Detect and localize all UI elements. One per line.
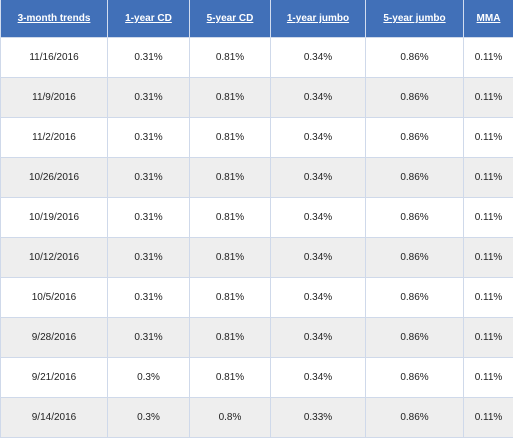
5-year-jumbo-cell: 0.86% bbox=[365, 77, 464, 118]
1-year-cd-cell: 0.31% bbox=[107, 117, 190, 158]
1-year-jumbo-cell: 0.34% bbox=[270, 157, 366, 198]
1-year-jumbo-cell: 0.34% bbox=[270, 37, 366, 78]
5-year-jumbo-cell: 0.86% bbox=[365, 317, 464, 358]
5-year-cd-cell: 0.81% bbox=[189, 77, 271, 118]
mma-cell: 0.11% bbox=[463, 357, 513, 398]
1-year-cd-cell: 0.3% bbox=[107, 397, 190, 438]
date-cell: 9/21/2016 bbox=[0, 357, 108, 398]
mma-cell: 0.11% bbox=[463, 157, 513, 198]
1-year-cd-cell: 0.31% bbox=[107, 157, 190, 198]
1-year-jumbo-cell: 0.34% bbox=[270, 77, 366, 118]
date-cell: 11/9/2016 bbox=[0, 77, 108, 118]
table-body: 11/16/2016 0.31% 0.81% 0.34% 0.86% 0.11% 11/9/… bbox=[0, 37, 513, 438]
1-year-cd-cell: 0.3% bbox=[107, 357, 190, 398]
1-year-jumbo-cell: 0.34% bbox=[270, 317, 366, 358]
1-year-cd-cell: 0.31% bbox=[107, 317, 190, 358]
5-year-cd-cell: 0.81% bbox=[189, 277, 271, 318]
mma-cell: 0.11% bbox=[463, 277, 513, 318]
date-cell: 10/12/2016 bbox=[0, 237, 108, 278]
5-year-jumbo-cell: 0.86% bbox=[365, 237, 464, 278]
5-year-jumbo-cell: 0.86% bbox=[365, 357, 464, 398]
5-year-jumbo-cell: 0.86% bbox=[365, 277, 464, 318]
1-year-jumbo-cell: 0.34% bbox=[270, 117, 366, 158]
mma-cell: 0.11% bbox=[463, 77, 513, 118]
table-row: 9/28/2016 0.31% 0.81% 0.34% 0.86% 0.11% bbox=[0, 317, 513, 358]
column-header-5-year-jumbo[interactable]: 5-year jumbo bbox=[365, 0, 464, 38]
1-year-jumbo-cell: 0.34% bbox=[270, 357, 366, 398]
5-year-cd-cell: 0.81% bbox=[189, 117, 271, 158]
mma-cell: 0.11% bbox=[463, 397, 513, 438]
date-cell: 9/14/2016 bbox=[0, 397, 108, 438]
table-row: 10/19/2016 0.31% 0.81% 0.34% 0.86% 0.11% bbox=[0, 197, 513, 238]
column-header-5-year-cd[interactable]: 5-year CD bbox=[189, 0, 271, 38]
1-year-cd-cell: 0.31% bbox=[107, 197, 190, 238]
mma-cell: 0.11% bbox=[463, 37, 513, 78]
date-cell: 11/2/2016 bbox=[0, 117, 108, 158]
1-year-cd-cell: 0.31% bbox=[107, 37, 190, 78]
5-year-cd-cell: 0.81% bbox=[189, 37, 271, 78]
date-cell: 10/5/2016 bbox=[0, 277, 108, 318]
table-row: 10/5/2016 0.31% 0.81% 0.34% 0.86% 0.11% bbox=[0, 277, 513, 318]
column-header-1-year-cd[interactable]: 1-year CD bbox=[107, 0, 190, 38]
table-row: 11/2/2016 0.31% 0.81% 0.34% 0.86% 0.11% bbox=[0, 117, 513, 158]
date-cell: 10/26/2016 bbox=[0, 157, 108, 198]
1-year-cd-cell: 0.31% bbox=[107, 237, 190, 278]
5-year-jumbo-cell: 0.86% bbox=[365, 397, 464, 438]
date-cell: 11/16/2016 bbox=[0, 37, 108, 78]
table-row: 11/16/2016 0.31% 0.81% 0.34% 0.86% 0.11% bbox=[0, 37, 513, 78]
5-year-cd-cell: 0.8% bbox=[189, 397, 271, 438]
table-row: 11/9/2016 0.31% 0.81% 0.34% 0.86% 0.11% bbox=[0, 77, 513, 118]
column-header-3-month-trends[interactable]: 3-month trends bbox=[0, 0, 108, 38]
5-year-cd-cell: 0.81% bbox=[189, 357, 271, 398]
1-year-cd-cell: 0.31% bbox=[107, 77, 190, 118]
5-year-jumbo-cell: 0.86% bbox=[365, 157, 464, 198]
table-row: 10/26/2016 0.31% 0.81% 0.34% 0.86% 0.11% bbox=[0, 157, 513, 198]
1-year-jumbo-cell: 0.34% bbox=[270, 237, 366, 278]
table-row: 9/14/2016 0.3% 0.8% 0.33% 0.86% 0.11% bbox=[0, 397, 513, 438]
5-year-jumbo-cell: 0.86% bbox=[365, 197, 464, 238]
table-header: 3-month trends 1-year CD 5-year CD 1-yea… bbox=[0, 0, 513, 38]
1-year-jumbo-cell: 0.34% bbox=[270, 277, 366, 318]
column-header-mma[interactable]: MMA bbox=[463, 0, 513, 38]
1-year-jumbo-cell: 0.34% bbox=[270, 197, 366, 238]
table-row: 9/21/2016 0.3% 0.81% 0.34% 0.86% 0.11% bbox=[0, 357, 513, 398]
mma-cell: 0.11% bbox=[463, 117, 513, 158]
5-year-cd-cell: 0.81% bbox=[189, 237, 271, 278]
1-year-cd-cell: 0.31% bbox=[107, 277, 190, 318]
5-year-cd-cell: 0.81% bbox=[189, 317, 271, 358]
header-row: 3-month trends 1-year CD 5-year CD 1-yea… bbox=[0, 0, 513, 38]
date-cell: 10/19/2016 bbox=[0, 197, 108, 238]
mma-cell: 0.11% bbox=[463, 237, 513, 278]
5-year-jumbo-cell: 0.86% bbox=[365, 37, 464, 78]
5-year-cd-cell: 0.81% bbox=[189, 197, 271, 238]
5-year-jumbo-cell: 0.86% bbox=[365, 117, 464, 158]
table-row: 10/12/2016 0.31% 0.81% 0.34% 0.86% 0.11% bbox=[0, 237, 513, 278]
5-year-cd-cell: 0.81% bbox=[189, 157, 271, 198]
1-year-jumbo-cell: 0.33% bbox=[270, 397, 366, 438]
date-cell: 9/28/2016 bbox=[0, 317, 108, 358]
mma-cell: 0.11% bbox=[463, 197, 513, 238]
mma-cell: 0.11% bbox=[463, 317, 513, 358]
column-header-1-year-jumbo[interactable]: 1-year jumbo bbox=[270, 0, 366, 38]
